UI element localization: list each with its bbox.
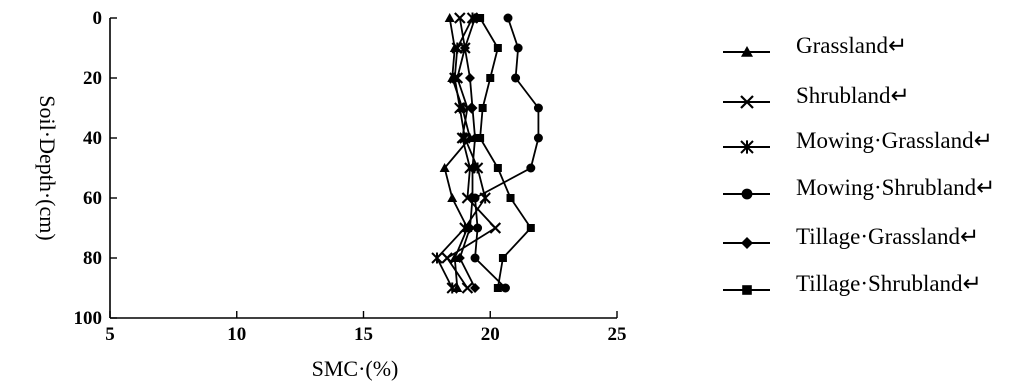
data-point	[467, 193, 478, 203]
series-line	[435, 17, 487, 289]
x-tick-label: 20	[481, 324, 500, 345]
data-point	[451, 42, 464, 54]
legend-label: Tillage·Shrubland↵	[796, 271, 982, 296]
data-point	[464, 223, 475, 233]
x-tick-label: 15	[354, 324, 373, 345]
data-point	[493, 284, 502, 292]
data-point	[439, 163, 450, 172]
x-tick-label: 25	[608, 324, 627, 345]
legend-item: Mowing·Shrubland↵	[723, 175, 995, 200]
data-point	[454, 102, 466, 114]
series-line	[443, 17, 471, 289]
data-point	[441, 252, 453, 264]
data-point	[493, 44, 502, 52]
legend-item: Tillage·Shrubland↵	[723, 271, 982, 296]
legend-label: Mowing·Grassland↵	[796, 128, 993, 153]
data-point	[498, 254, 507, 262]
series-6	[476, 14, 535, 292]
legend-label: Mowing·Shrubland↵	[796, 175, 995, 200]
data-point	[470, 253, 480, 263]
data-point	[467, 103, 478, 113]
data-point	[489, 222, 502, 234]
y-axis-title: Soil·Depth·(cm)	[35, 95, 60, 240]
data-point	[444, 13, 455, 22]
data-point	[476, 14, 485, 22]
data-point	[493, 164, 502, 172]
data-point	[461, 282, 474, 294]
series-line	[458, 17, 476, 289]
data-point	[446, 282, 458, 294]
y-tick-label: 100	[74, 308, 103, 329]
data-point	[486, 74, 495, 82]
data-point	[467, 163, 478, 173]
legend-marker	[740, 140, 754, 154]
legend-label: Shrubland↵	[796, 83, 910, 108]
data-point	[533, 103, 543, 113]
data-point	[533, 133, 543, 143]
data-point	[473, 223, 483, 233]
series-line	[479, 17, 532, 289]
y-tick-label: 0	[93, 8, 103, 29]
data-point	[526, 163, 536, 173]
data-point	[454, 12, 466, 24]
y-tick-label: 60	[83, 188, 102, 209]
data-point	[526, 224, 535, 232]
data-point	[470, 283, 481, 293]
legend-marker	[741, 188, 753, 200]
data-point	[459, 43, 470, 53]
series-4	[470, 13, 543, 293]
data-point	[447, 193, 458, 202]
ticks: 5 10 15 20 25 0 20 40 60 80 100	[74, 8, 627, 345]
data-point	[471, 162, 484, 174]
data-point	[464, 73, 475, 83]
series-3	[431, 12, 491, 294]
x-tick-label: 5	[105, 324, 115, 345]
series-line	[445, 17, 497, 289]
y-tick-label: 40	[83, 128, 102, 149]
legend-marker	[742, 285, 752, 295]
legend-item: Mowing·Grassland↵	[723, 128, 993, 154]
legend-label: Tillage·Grassland↵	[796, 224, 979, 249]
data-point	[511, 73, 521, 83]
data-point	[506, 194, 515, 202]
data-point	[431, 252, 443, 264]
legend-item: Tillage·Grassland↵	[723, 224, 979, 249]
data-point	[476, 134, 485, 142]
y-tick-label: 80	[83, 248, 102, 269]
data-point	[459, 132, 471, 144]
data-point	[503, 13, 513, 23]
legend-item: Grassland↵	[723, 33, 907, 58]
series-line	[474, 17, 540, 289]
legend-marker	[741, 237, 753, 249]
legend-marker	[741, 46, 753, 57]
data-point	[513, 43, 523, 53]
data-point	[454, 253, 465, 263]
x-axis-title: SMC·(%)	[312, 356, 399, 381]
series-2	[441, 12, 502, 294]
series-group	[431, 12, 543, 294]
y-tick-label: 20	[83, 68, 102, 89]
x-tick-label: 10	[227, 324, 246, 345]
legend-item: Shrubland↵	[723, 83, 910, 109]
data-point	[478, 104, 487, 112]
data-point	[500, 283, 510, 293]
legend: Grassland↵ Shrubland↵ Mowing·Grassland↵ Mow…	[723, 33, 995, 296]
legend-marker	[740, 95, 754, 109]
series-5	[454, 13, 481, 293]
data-point	[461, 192, 474, 204]
legend-label: Grassland↵	[796, 33, 907, 58]
data-point	[449, 72, 461, 84]
axes	[109, 18, 617, 319]
